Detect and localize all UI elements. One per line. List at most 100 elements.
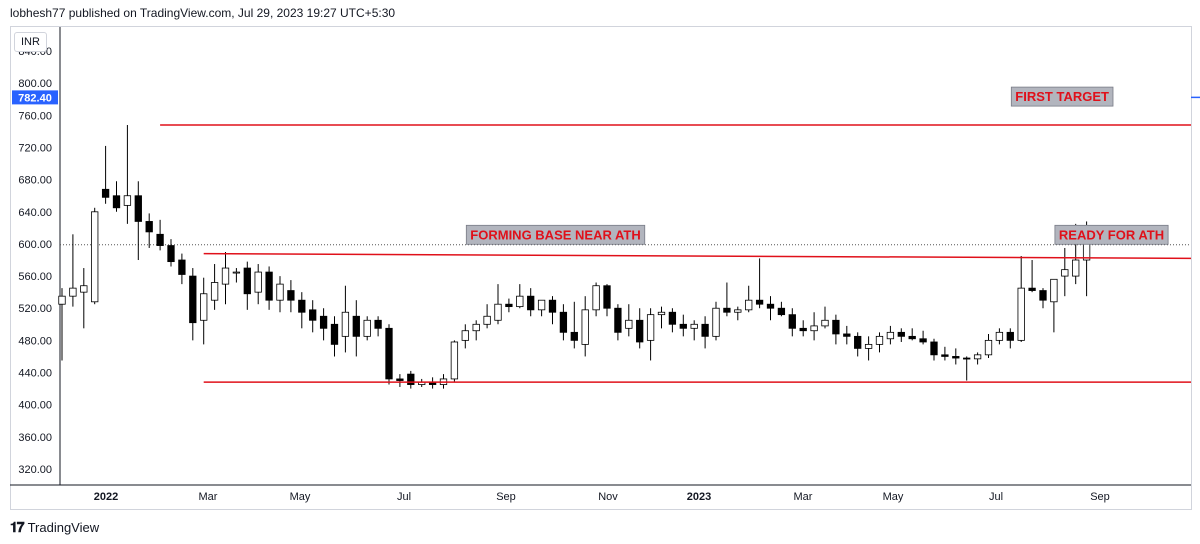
y-tick-label: 760.00	[18, 110, 52, 122]
candle-down	[570, 331, 578, 341]
candle-down	[854, 335, 862, 349]
candle-down	[679, 323, 687, 329]
last-price-badge	[12, 90, 58, 105]
y-tick-label: 720.00	[18, 143, 52, 155]
candle-down	[1039, 290, 1047, 301]
candle-down	[396, 378, 404, 381]
candle-up	[200, 293, 208, 321]
candle-down	[352, 315, 360, 337]
candle-down	[101, 188, 110, 198]
candle-down	[167, 245, 175, 263]
candle-down	[330, 323, 339, 345]
candle-up	[483, 315, 491, 325]
candle-down	[614, 307, 622, 333]
y-tick-label: 800.00	[18, 78, 52, 90]
candle-up	[657, 311, 666, 316]
x-tick-label: Nov	[598, 491, 618, 503]
annotation-label[interactable]: FORMING BASE NEAR ATH	[470, 227, 640, 242]
candle-up	[875, 335, 884, 345]
candle-up	[625, 319, 633, 329]
candle-down	[843, 333, 851, 337]
y-tick-label: 560.00	[18, 271, 52, 283]
x-tick-label: Sep	[496, 491, 516, 503]
candle-up	[864, 343, 873, 349]
candle-down	[243, 267, 251, 295]
footer: 𝟏𝟕 TradingView	[10, 519, 99, 536]
y-tick-label: 640.00	[18, 207, 52, 219]
candle-down	[908, 335, 916, 340]
candle-down	[963, 357, 971, 360]
candle-down	[701, 323, 709, 337]
candle-up	[984, 339, 993, 356]
candle-down	[374, 319, 382, 329]
candle-up	[363, 319, 371, 337]
candle-down	[189, 275, 197, 324]
candle-down	[265, 271, 273, 301]
candle-up	[69, 287, 77, 297]
candle-down	[723, 307, 731, 313]
candle-up	[516, 295, 524, 308]
candle-down	[777, 307, 786, 316]
base-top	[203, 252, 1192, 260]
candle-down	[832, 319, 840, 335]
y-tick-label: 320.00	[18, 464, 52, 476]
candle-down	[919, 338, 927, 343]
annotation-box[interactable]	[1010, 86, 1114, 107]
candle-up	[690, 323, 698, 329]
x-tick-label: Sep	[1090, 491, 1110, 503]
candle-up	[995, 331, 1004, 341]
candle-down	[112, 195, 121, 209]
candle-up	[58, 295, 66, 305]
candle-down	[287, 290, 295, 301]
candle-up	[123, 195, 132, 206]
chart-frame[interactable]	[10, 26, 1192, 510]
candle-down	[941, 354, 949, 357]
candle-up	[821, 319, 829, 327]
x-tick-label: May	[883, 491, 904, 503]
candle-up	[810, 325, 818, 332]
publisher-header: lobhesh77 published on TradingView.com, …	[10, 6, 396, 20]
y-tick-label: 400.00	[18, 400, 52, 412]
candle-up	[254, 271, 262, 293]
x-tick-label: Mar	[199, 491, 218, 503]
annotation-label[interactable]: FIRST TARGET	[1015, 89, 1109, 104]
currency-label[interactable]: INR	[14, 32, 47, 52]
x-tick-label: Jul	[397, 491, 411, 503]
candle-up	[1050, 278, 1058, 303]
candle-up	[581, 309, 589, 345]
candle-down	[319, 315, 328, 329]
candle-down	[134, 195, 142, 222]
candle-down	[527, 295, 535, 311]
candle-down	[636, 319, 644, 343]
y-tick-label: 600.00	[18, 239, 52, 251]
candle-down	[548, 299, 557, 313]
candle-down	[799, 327, 807, 332]
y-tick-label: 440.00	[18, 368, 52, 380]
candle-down	[1006, 331, 1014, 341]
candle-down	[156, 233, 164, 246]
candle-up	[537, 299, 546, 311]
candle-up	[1017, 287, 1025, 341]
annotation-box[interactable]	[465, 224, 646, 245]
candle-down	[505, 303, 513, 308]
x-tick-label: 2022	[94, 491, 118, 503]
candle-down	[603, 285, 611, 309]
x-tick-label: 2023	[687, 491, 711, 503]
candle-down	[897, 331, 905, 337]
last-price-label: 782.40	[18, 92, 52, 104]
candle-down	[766, 303, 775, 309]
x-tick-label: May	[290, 491, 311, 503]
candle-up	[91, 211, 99, 303]
candle-up	[1072, 259, 1080, 277]
footer-brand: TradingView	[27, 520, 100, 535]
y-tick-label: 360.00	[18, 432, 52, 444]
annotation-box[interactable]	[1054, 224, 1169, 245]
annotation-label[interactable]: READY FOR ATH	[1059, 227, 1164, 242]
candle-up	[276, 283, 284, 301]
candle-down	[309, 309, 317, 321]
candle-down	[668, 311, 677, 325]
candle-up	[221, 267, 230, 285]
candle-up	[712, 307, 720, 337]
candle-up	[461, 330, 469, 341]
